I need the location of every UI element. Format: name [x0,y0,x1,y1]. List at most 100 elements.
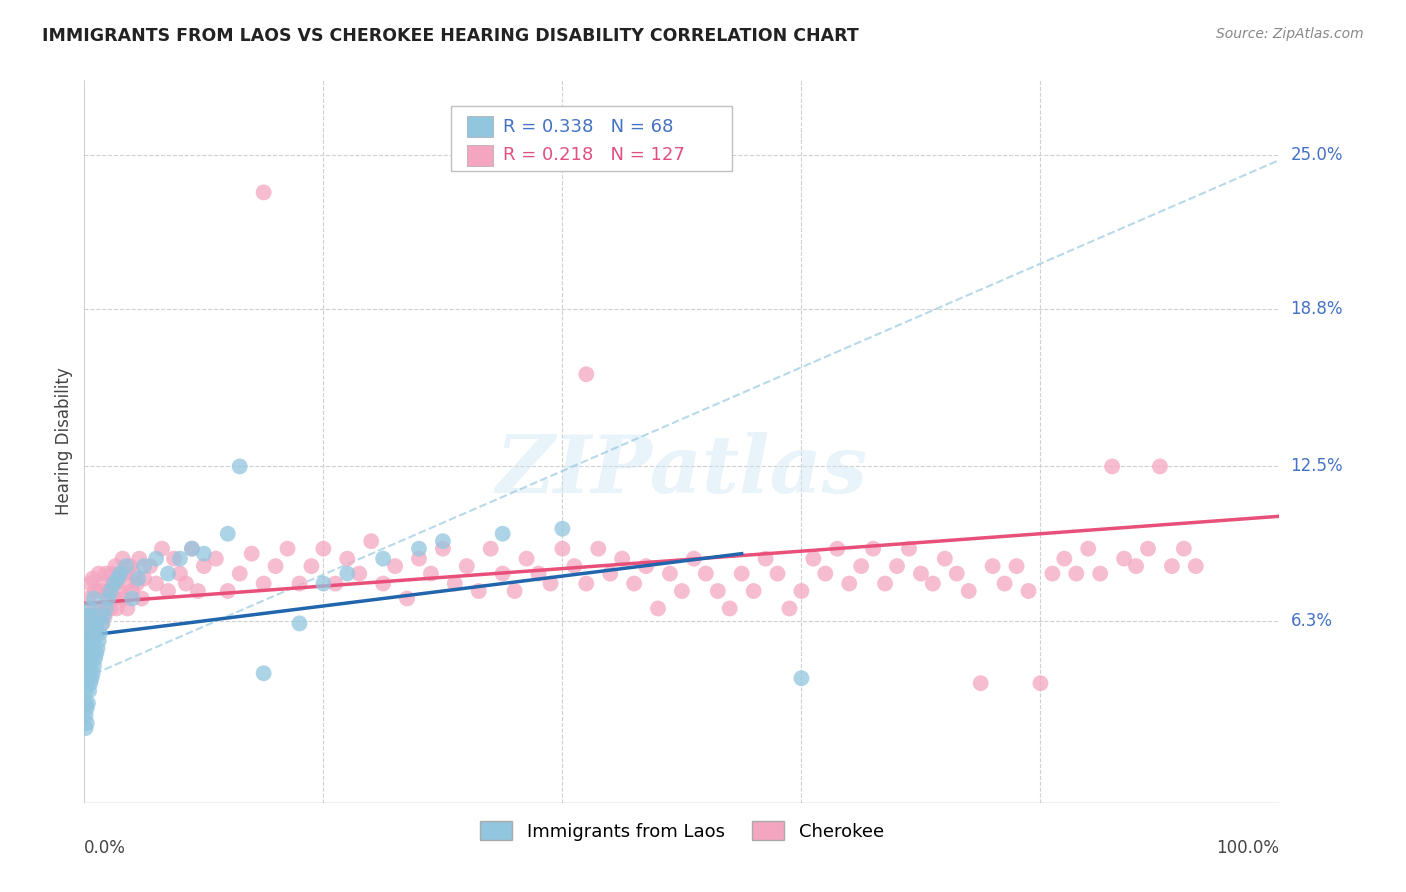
Point [1042,566,1064,581]
Point [128,551,150,566]
Point [205,551,228,566]
Point [89,626,111,640]
Point [76,676,98,690]
Point [76,633,98,648]
Point [922,576,945,591]
Point [827,541,849,556]
Point [229,459,252,474]
Point [503,584,526,599]
Point [77,666,100,681]
Point [111,551,134,566]
Point [97,591,120,606]
Point [277,541,299,556]
Point [76,658,98,673]
Text: R = 0.218   N = 127: R = 0.218 N = 127 [503,146,685,164]
Point [84,651,107,665]
Point [103,591,125,606]
Point [169,551,191,566]
Text: 0.0%: 0.0% [84,838,127,857]
Point [479,541,502,556]
Point [150,541,173,556]
Point [790,671,813,685]
Point [468,584,491,599]
Point [325,576,347,591]
Point [77,591,100,606]
Point [83,591,105,606]
Point [93,609,115,624]
Point [121,591,143,606]
Point [75,696,97,710]
Point [157,566,180,581]
Point [193,559,215,574]
Point [86,641,108,656]
Point [707,584,730,599]
Point [86,646,108,660]
Point [1005,559,1028,574]
Point [336,566,359,581]
Point [718,601,741,615]
Point [80,616,103,631]
Point [75,708,97,723]
Point [814,566,837,581]
Point [444,576,467,591]
Point [79,633,101,648]
Point [1053,551,1076,566]
Point [647,601,669,615]
Point [1066,566,1088,581]
Point [253,576,276,591]
Point [217,584,239,599]
Point [77,609,100,624]
Point [575,368,598,382]
Point [994,576,1017,591]
Point [77,641,100,656]
Point [1185,559,1208,574]
Text: 12.5%: 12.5% [1291,458,1343,475]
Point [336,551,359,566]
Point [588,541,610,556]
Point [970,676,993,690]
Text: IMMIGRANTS FROM LAOS VS CHEROKEE HEARING DISABILITY CORRELATION CHART: IMMIGRANTS FROM LAOS VS CHEROKEE HEARING… [42,27,859,45]
Point [82,633,104,648]
Point [217,526,239,541]
Point [384,559,406,574]
Point [91,616,114,631]
Point [420,566,443,581]
Point [80,646,103,660]
Text: 100.0%: 100.0% [1216,838,1279,857]
Text: ZIPatlas: ZIPatlas [496,432,868,509]
Point [76,701,98,715]
Point [187,584,209,599]
Point [408,551,430,566]
Point [174,576,197,591]
Point [349,566,371,581]
Point [157,584,180,599]
Point [742,584,765,599]
Point [1161,559,1184,574]
Point [100,584,122,599]
Point [456,559,478,574]
Point [838,576,860,591]
Point [163,551,186,566]
Point [527,566,550,581]
Point [125,576,148,591]
Point [145,551,167,566]
Point [1077,541,1099,556]
Point [1018,584,1040,599]
Point [97,584,120,599]
Point [551,522,574,536]
Point [87,633,110,648]
Point [94,601,117,615]
Point [492,526,515,541]
Text: 18.8%: 18.8% [1291,301,1343,318]
Point [115,576,138,591]
Point [110,566,132,581]
Point [82,666,104,681]
Point [100,601,122,615]
Point [181,541,204,556]
Point [301,559,323,574]
Point [766,566,789,581]
Bar [467,145,494,166]
Point [79,658,101,673]
Point [83,658,105,673]
Point [169,566,191,581]
